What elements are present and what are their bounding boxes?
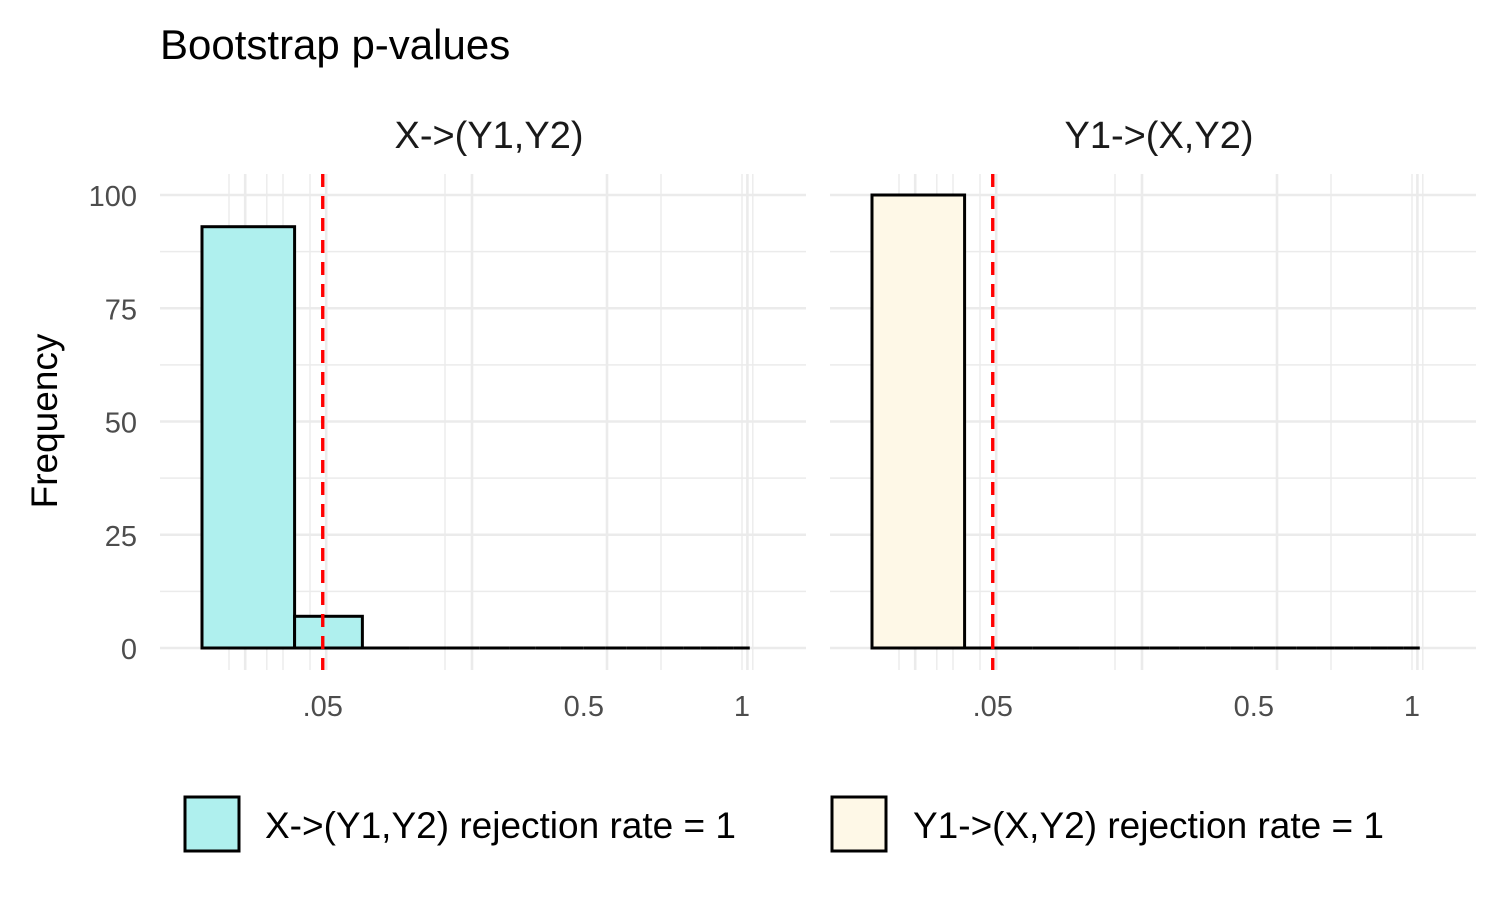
y-tick-label: 50: [105, 408, 137, 440]
y-tick-label: 100: [89, 181, 137, 213]
legend-label: X->(Y1,Y2) rejection rate = 1: [265, 805, 736, 846]
facet-panel: X->(Y1,Y2) .05 0.5 1 0 25 50 75 100: [89, 115, 806, 723]
y-tick-label: 25: [105, 521, 137, 553]
x-tick-label: 0.5: [1234, 691, 1274, 723]
histogram-bar: [200, 225, 297, 650]
y-tick-label: 0: [121, 634, 137, 666]
facet-panel: Y1->(X,Y2) .05 0.5 1: [830, 115, 1476, 723]
facet-strip-label: Y1->(X,Y2): [1064, 115, 1253, 157]
x-tick-label: 0.5: [564, 691, 604, 723]
y-tick-label: 75: [105, 294, 137, 326]
histogram-bar: [870, 193, 967, 650]
x-tick-label: 1: [1404, 691, 1420, 723]
facet-strip-label: X->(Y1,Y2): [394, 115, 583, 157]
legend: X->(Y1,Y2) rejection rate = 1 Y1->(X,Y2) …: [183, 795, 1384, 853]
legend-swatch: [830, 795, 888, 853]
x-tick-label: .05: [303, 691, 343, 723]
legend-swatch: [183, 795, 241, 853]
x-tick-label: 1: [734, 691, 750, 723]
histogram-bar: [293, 614, 364, 650]
y-axis-label: Frequency: [24, 333, 65, 508]
x-tick-label: .05: [973, 691, 1013, 723]
legend-label: Y1->(X,Y2) rejection rate = 1: [913, 805, 1384, 846]
facet-panels: X->(Y1,Y2) .05 0.5 1 0 25 50 75 100 Y1->(X,Y2) .05…: [89, 115, 1476, 723]
chart-title: Bootstrap p-values: [160, 21, 510, 68]
